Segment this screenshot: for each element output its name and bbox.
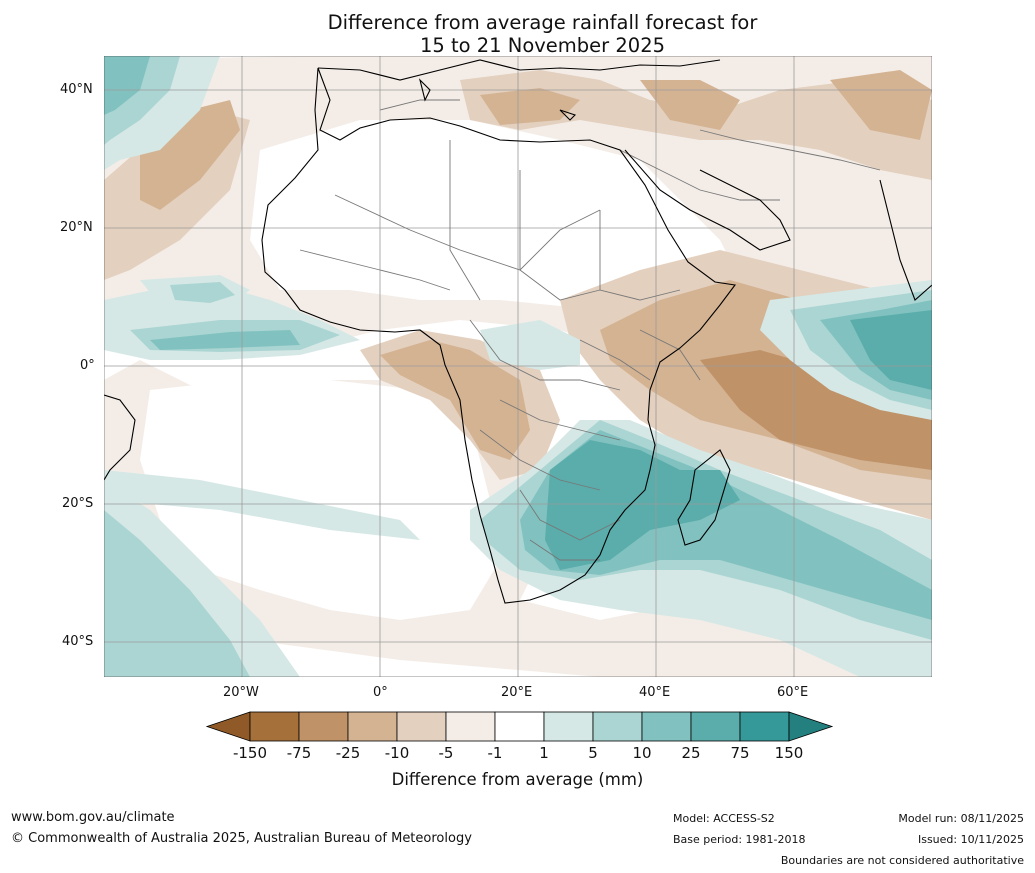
anomaly-wet-strongest bbox=[545, 440, 740, 570]
colorbar-segment bbox=[494, 711, 545, 742]
lon-label-20w: 20°W bbox=[223, 685, 259, 700]
africa-coastline bbox=[261, 67, 736, 604]
lat-label-40n: 40°N bbox=[60, 82, 93, 97]
lat-label-20s: 20°S bbox=[62, 496, 94, 511]
anomaly-dry-strong bbox=[380, 340, 530, 460]
south-america-coastline bbox=[104, 394, 136, 481]
country-borders bbox=[299, 99, 881, 561]
colorbar-tick-label: 25 bbox=[681, 744, 701, 762]
colorbar-tick-label: -10 bbox=[384, 744, 410, 762]
anomaly-dry-strongest bbox=[700, 350, 932, 470]
anomaly-dry-strong bbox=[480, 88, 580, 125]
colorbar-label: Difference from average (mm) bbox=[391, 770, 644, 789]
anomaly-neutral bbox=[140, 380, 500, 620]
anomaly-wet-light bbox=[480, 320, 580, 370]
colorbar-tick-label: 5 bbox=[588, 744, 598, 762]
colorbar-tick-label: 10 bbox=[632, 744, 652, 762]
europe-coastline bbox=[317, 59, 721, 81]
map-panel bbox=[104, 56, 932, 677]
colorbar bbox=[205, 711, 834, 742]
colorbar-segment bbox=[739, 711, 790, 742]
colorbar-tick-label: -1 bbox=[487, 744, 503, 762]
colorbar-segment bbox=[445, 711, 496, 742]
madagascar-coastline bbox=[677, 449, 731, 546]
colorbar-tick-label: -150 bbox=[232, 744, 268, 762]
colorbar-tick-label: 150 bbox=[774, 744, 804, 762]
colorbar-segment bbox=[396, 711, 447, 742]
colorbar-segment bbox=[592, 711, 643, 742]
colorbar-segment bbox=[641, 711, 692, 742]
anomaly-dry-strong bbox=[640, 80, 740, 130]
lat-label-40s: 40°S bbox=[62, 634, 94, 649]
colorbar-tick-label: 75 bbox=[730, 744, 750, 762]
boundaries-note: Boundaries are not considered authoritat… bbox=[780, 854, 1024, 867]
anomaly-wet-moderate bbox=[170, 282, 235, 303]
mediterranean-islands bbox=[418, 78, 577, 121]
anomaly-wet-moderate bbox=[104, 510, 250, 677]
colorbar-tick-label: -75 bbox=[286, 744, 312, 762]
colorbar-under-arrow bbox=[205, 711, 251, 742]
colorbar-segment bbox=[543, 711, 594, 742]
lon-label-20e: 20°E bbox=[501, 685, 533, 700]
model-run-date: Model run: 08/11/2025 bbox=[898, 812, 1024, 825]
lat-label-20n: 20°N bbox=[60, 220, 93, 235]
anomaly-dry-strong bbox=[830, 70, 932, 140]
graticule bbox=[104, 56, 932, 677]
lon-label-40e: 40°E bbox=[639, 685, 671, 700]
india-coastline bbox=[879, 179, 932, 301]
copyright-notice: © Commonwealth of Australia 2025, Austra… bbox=[11, 831, 472, 846]
map-title-line1: Difference from average rainfall forecas… bbox=[327, 11, 758, 34]
lat-label-0: 0° bbox=[80, 358, 95, 373]
anomaly-dry-moderate bbox=[140, 100, 240, 210]
colorbar-tick-label: -5 bbox=[438, 744, 454, 762]
base-period: Base period: 1981-2018 bbox=[673, 833, 806, 846]
colorbar-segment bbox=[298, 711, 349, 742]
colorbar-segment bbox=[347, 711, 398, 742]
map-title-line2: 15 to 21 November 2025 bbox=[419, 34, 666, 57]
arabia-coastline bbox=[624, 149, 791, 251]
colorbar-tick-label: -25 bbox=[335, 744, 361, 762]
colorbar-over-arrow bbox=[788, 711, 834, 742]
lon-label-60e: 60°E bbox=[777, 685, 809, 700]
model-name: Model: ACCESS-S2 bbox=[673, 812, 775, 825]
anomaly-neutral bbox=[250, 120, 740, 310]
anomaly-wet-strong bbox=[150, 330, 300, 350]
anomaly-wet-light bbox=[104, 470, 420, 540]
lon-label-0: 0° bbox=[373, 685, 388, 700]
colorbar-segment bbox=[690, 711, 741, 742]
colorbar-tick-label: 1 bbox=[539, 744, 549, 762]
coastlines bbox=[104, 59, 932, 604]
website-link[interactable]: www.bom.gov.au/climate bbox=[11, 810, 175, 825]
anomaly-wet-strong bbox=[104, 56, 150, 115]
colorbar-segment bbox=[249, 711, 300, 742]
issued-date: Issued: 10/11/2025 bbox=[917, 833, 1024, 846]
anomaly-wet-strongest bbox=[850, 310, 932, 390]
